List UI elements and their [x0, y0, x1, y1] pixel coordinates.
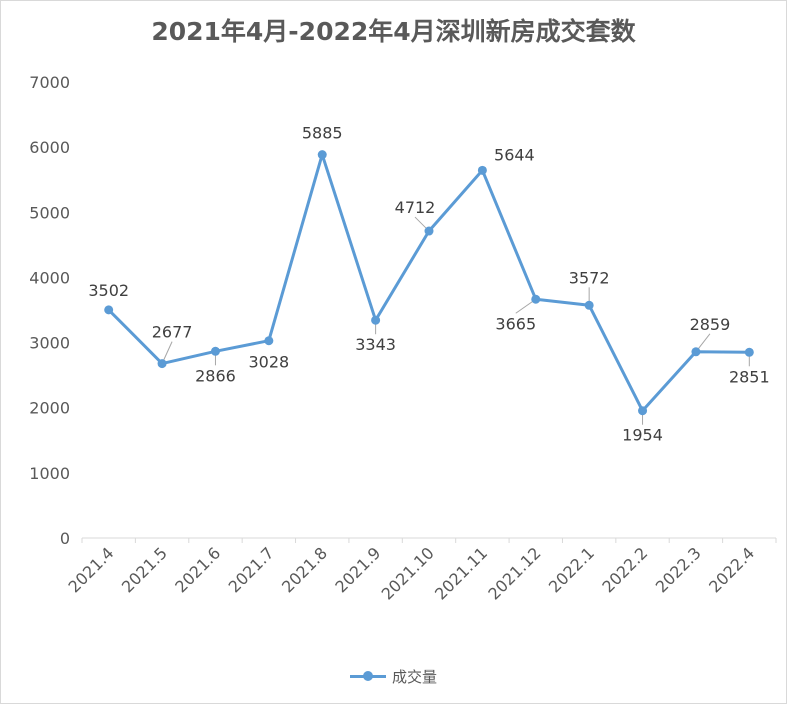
- legend-marker: [349, 667, 386, 685]
- x-tick-label: 2021.7: [225, 543, 278, 596]
- x-tick-label: 2021.12: [484, 543, 544, 603]
- data-label: 2677: [152, 323, 193, 342]
- legend-label: 成交量: [391, 667, 437, 686]
- data-point: [157, 359, 167, 369]
- y-tick-label: 4000: [29, 268, 70, 287]
- data-label: 2866: [195, 366, 236, 385]
- data-point: [317, 150, 327, 160]
- x-tick-label: 2021.11: [431, 543, 491, 603]
- data-label: 5885: [302, 124, 343, 143]
- data-point: [584, 300, 594, 310]
- x-tick-label: 2021.4: [64, 543, 117, 596]
- data-point: [531, 294, 541, 304]
- data-label: 3343: [355, 335, 396, 354]
- data-label: 2851: [729, 367, 770, 386]
- label-leader-lines: [161, 216, 750, 425]
- y-tick-label: 0: [60, 529, 70, 548]
- data-point: [477, 165, 487, 175]
- data-point: [691, 347, 701, 357]
- x-tick-label: 2021.8: [278, 543, 331, 596]
- data-point: [744, 347, 754, 357]
- data-point: [210, 346, 220, 356]
- x-tick-label: 2021.5: [118, 543, 171, 596]
- y-tick-label: 7000: [29, 73, 70, 92]
- data-label: 3502: [88, 281, 129, 300]
- y-tick-label: 2000: [29, 399, 70, 418]
- data-point: [104, 305, 114, 315]
- data-label: 2859: [690, 315, 731, 334]
- data-label: 3028: [248, 353, 289, 372]
- chart-title: 2021年4月-2022年4月深圳新房成交套数: [151, 17, 636, 46]
- y-tick-label: 5000: [29, 203, 70, 222]
- y-tick-label: 6000: [29, 138, 70, 157]
- legend: 成交量: [0, 664, 787, 688]
- data-label: 3572: [569, 268, 610, 287]
- x-tick-label: 2022.1: [545, 543, 598, 596]
- x-tick-label: 2022.2: [598, 543, 651, 596]
- x-tick-label: 2022.3: [652, 543, 705, 596]
- x-axis: 2021.4 2021.5 2021.6 2021.7 2021.8 2021.92021…: [64, 538, 777, 604]
- y-tick-label: 1000: [29, 464, 70, 483]
- y-tick-label: 3000: [29, 334, 70, 353]
- x-tick-label: 2021.9: [331, 543, 384, 596]
- data-label: 1954: [622, 426, 663, 445]
- y-axis: 0 1000 2000 3000 4000 5000 6000 7000: [29, 73, 70, 548]
- x-tick-label: 2021.6: [171, 543, 224, 596]
- data-point: [424, 226, 434, 236]
- data-label: 3665: [495, 314, 536, 333]
- data-point: [264, 336, 274, 346]
- x-tick-label: 2021.10: [378, 543, 438, 603]
- data-labels: 3502 2677 2866 3028 5885 3343 4712 5644 3665 3572…: [88, 124, 769, 445]
- data-point: [638, 406, 648, 416]
- data-point: [371, 315, 381, 325]
- data-points: [104, 150, 754, 416]
- data-label: 5644: [494, 145, 535, 164]
- x-tick-label: 2022.4: [705, 543, 758, 596]
- data-label: 4712: [395, 198, 436, 217]
